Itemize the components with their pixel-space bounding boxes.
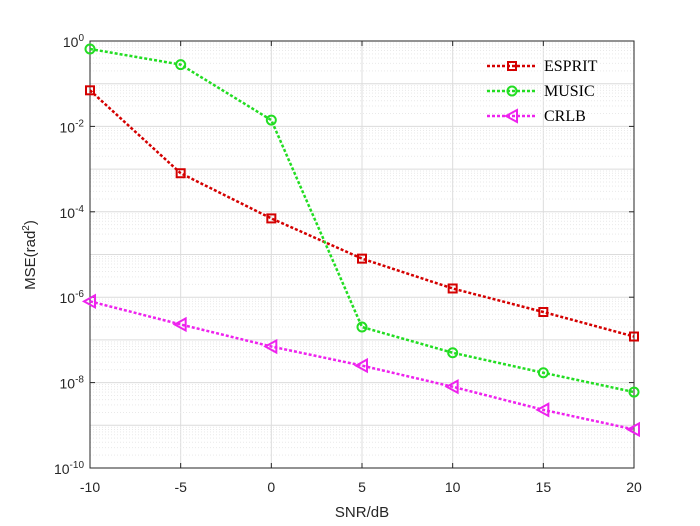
x-tick-label: 0 [267, 479, 275, 495]
tick-labels: -10 -5 0 5 10 15 20 10-10 10-8 10-6 10-4 10-2 100 [54, 33, 642, 495]
x-tick-label: 5 [358, 479, 366, 495]
data-point-music [447, 347, 459, 359]
data-point-crlb [444, 379, 459, 395]
y-tick-label: 10-4 [60, 204, 85, 221]
data-point-music [84, 43, 96, 55]
data-point-esprit [357, 253, 367, 264]
x-axis-label: SNR/dB [335, 504, 389, 521]
data-point-music [537, 367, 549, 379]
legend-label-music: MUSIC [544, 83, 595, 100]
y-axis-label-sup: 2 [21, 225, 32, 231]
series-line-crlb [89, 300, 635, 431]
x-tick-label: 10 [445, 479, 461, 495]
y-axis-label-base: MSE(rad [22, 231, 39, 290]
data-point-esprit [85, 85, 95, 96]
legend: ESPRIT MUSIC CRLB [487, 58, 598, 125]
legend-label-crlb: CRLB [544, 108, 586, 125]
data-point-crlb [625, 421, 640, 438]
data-point-esprit [175, 168, 186, 179]
x-tick-label: 15 [536, 479, 552, 495]
legend-marker-esprit [507, 61, 517, 71]
data-point-esprit [538, 307, 549, 318]
y-tick-label: 10-8 [60, 375, 85, 392]
data-point-music [628, 386, 640, 398]
data-point-esprit [266, 213, 277, 224]
y-tick-label: 100 [63, 33, 85, 50]
series-esprit [85, 85, 639, 342]
plot-frame [89, 40, 635, 469]
data-point-crlb [535, 402, 550, 418]
data-point-music [356, 321, 368, 333]
data-point-crlb [353, 357, 368, 374]
x-tick-label: -5 [174, 479, 187, 495]
data-point-crlb [81, 293, 96, 310]
data-point-crlb [172, 316, 187, 333]
y-axis-label: MSE(rad2) [21, 220, 39, 290]
legend-label-esprit: ESPRIT [544, 58, 598, 75]
series-line-esprit [89, 89, 635, 338]
series-line-music [89, 47, 635, 394]
series-group [81, 43, 640, 438]
data-point-esprit [629, 331, 639, 342]
x-tick-label: -10 [80, 479, 100, 495]
y-tick-label: 10-10 [54, 460, 84, 477]
data-point-crlb [263, 338, 278, 355]
y-tick-label: 10-2 [60, 118, 85, 135]
data-point-music [265, 114, 277, 126]
y-axis-label-end: ) [22, 220, 39, 225]
x-tick-label: 20 [626, 479, 642, 495]
series-crlb [81, 293, 640, 438]
y-tick-label: 10-6 [60, 289, 85, 306]
data-point-esprit [447, 283, 458, 294]
data-point-music [175, 59, 187, 71]
legend-marker-crlb [503, 108, 518, 124]
series-music [84, 43, 640, 398]
legend-marker-music [506, 85, 518, 97]
